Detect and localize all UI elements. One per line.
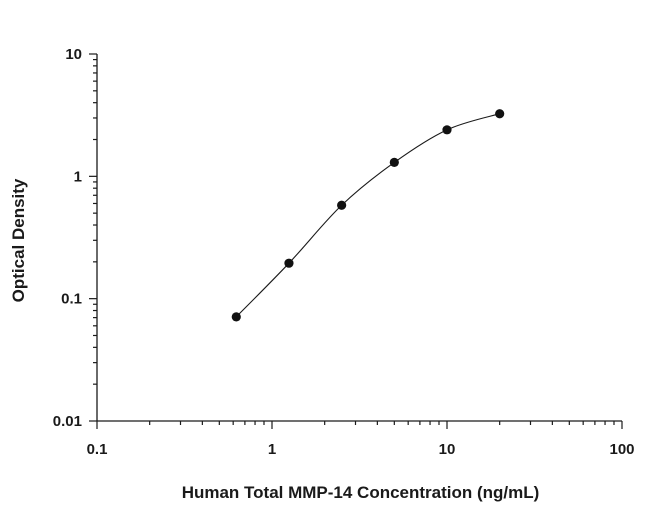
y-tick-label: 0.01 [53,413,82,430]
y-tick-label: 0.1 [61,291,82,308]
y-tick-label: 10 [65,46,82,63]
axes [96,54,622,422]
data-point [231,312,241,322]
y-axis-title: Optical Density [9,178,28,302]
data-points [231,109,505,322]
tick-labels: 0.1 1 10 100 0.01 0.1 1 10 [53,46,635,458]
data-point [284,258,294,268]
tick-marks [89,53,623,429]
data-point [337,200,347,210]
data-point [389,157,399,167]
x-tick-label: 0.1 [87,441,108,458]
y-tick-label: 1 [74,168,82,185]
x-tick-label: 10 [439,441,456,458]
data-point [495,109,505,119]
x-axis-title: Human Total MMP-14 Concentration (ng/mL) [182,483,540,502]
fit-curve [235,113,500,318]
x-tick-label: 100 [609,441,634,458]
x-tick-label: 1 [268,441,276,458]
data-point [442,125,452,135]
